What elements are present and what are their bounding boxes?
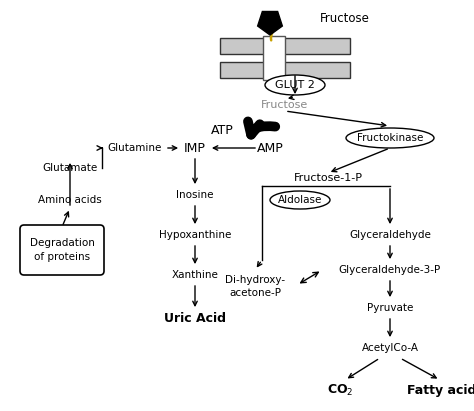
- Text: Aldolase: Aldolase: [278, 195, 322, 205]
- Ellipse shape: [346, 128, 434, 148]
- Text: Fructokinase: Fructokinase: [357, 133, 423, 143]
- Text: Glutamate: Glutamate: [42, 163, 98, 173]
- Text: CO$_2$: CO$_2$: [327, 383, 353, 397]
- Text: Inosine: Inosine: [176, 190, 214, 200]
- Bar: [220, 38, 350, 54]
- Text: Glutamine: Glutamine: [108, 143, 162, 153]
- Text: Glyceraldehyde-3-P: Glyceraldehyde-3-P: [339, 265, 441, 275]
- Text: Pyruvate: Pyruvate: [367, 303, 413, 313]
- Text: of proteins: of proteins: [34, 252, 90, 262]
- Text: Glyceraldehyde: Glyceraldehyde: [349, 230, 431, 240]
- FancyBboxPatch shape: [20, 225, 104, 275]
- Text: Fructose-1-P: Fructose-1-P: [293, 173, 363, 183]
- Text: AMP: AMP: [256, 141, 283, 155]
- Text: Hypoxanthine: Hypoxanthine: [159, 230, 231, 240]
- Text: ATP: ATP: [210, 123, 233, 136]
- Polygon shape: [258, 12, 283, 35]
- Text: Degradation: Degradation: [29, 238, 94, 248]
- Ellipse shape: [265, 75, 325, 95]
- Text: Xanthine: Xanthine: [172, 270, 219, 280]
- Ellipse shape: [270, 191, 330, 209]
- Bar: [220, 62, 350, 78]
- Bar: [263, 36, 285, 80]
- Text: Amino acids: Amino acids: [38, 195, 102, 205]
- Text: Uric Acid: Uric Acid: [164, 312, 226, 325]
- Text: AcetylCo-A: AcetylCo-A: [362, 343, 419, 353]
- Text: Fatty acids: Fatty acids: [407, 383, 474, 397]
- Text: Fructose: Fructose: [320, 12, 370, 25]
- Text: acetone-P: acetone-P: [229, 288, 281, 298]
- Text: Di-hydroxy-: Di-hydroxy-: [225, 275, 285, 285]
- Text: Fructose: Fructose: [261, 100, 309, 110]
- Text: GLUT 2: GLUT 2: [275, 80, 315, 90]
- Text: IMP: IMP: [184, 141, 206, 155]
